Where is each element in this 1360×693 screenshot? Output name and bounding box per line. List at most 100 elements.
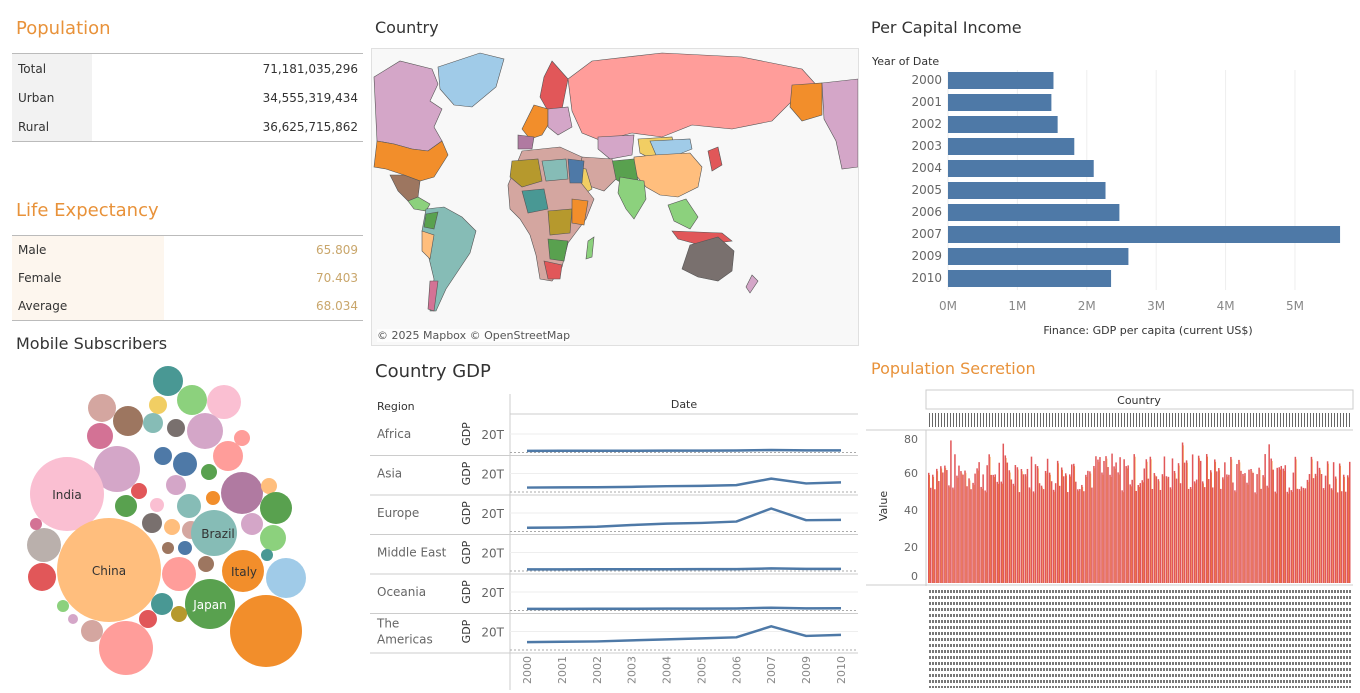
secretion-bar[interactable] [1026, 468, 1029, 583]
bubble[interactable] [164, 519, 180, 535]
bubble[interactable] [30, 518, 42, 530]
secretion-bar[interactable] [1030, 456, 1033, 583]
secretion-bar[interactable] [1054, 491, 1055, 583]
secretion-bar[interactable] [1171, 458, 1174, 583]
bubble[interactable] [149, 396, 167, 414]
country-russia[interactable] [567, 52, 821, 142]
secretion-bar[interactable] [1169, 487, 1172, 583]
country-greenland[interactable] [437, 52, 505, 108]
secretion-bar[interactable] [1056, 460, 1059, 583]
secretion-bar[interactable] [1006, 462, 1009, 583]
country-ethiopia[interactable] [571, 198, 589, 226]
secretion-bar[interactable] [1199, 458, 1200, 583]
secretion-bar[interactable] [948, 485, 950, 583]
secretion-bar[interactable] [1280, 465, 1283, 583]
secretion-bar[interactable] [1121, 490, 1123, 583]
secretion-bar[interactable] [1332, 490, 1333, 583]
secretion-bar[interactable] [1263, 477, 1265, 583]
secretion-bar[interactable] [1197, 455, 1200, 583]
secretion-bar[interactable] [972, 482, 974, 583]
secretion-bar[interactable] [1262, 475, 1264, 583]
secretion-bar[interactable] [1326, 461, 1329, 583]
bubble[interactable] [178, 541, 192, 555]
secretion-bar[interactable] [980, 486, 982, 583]
secretion-bar[interactable] [1143, 482, 1144, 583]
secretion-bar[interactable] [1089, 471, 1091, 583]
secretion-bar[interactable] [1270, 458, 1272, 583]
gdp-series-line[interactable] [526, 448, 842, 453]
secretion-bar[interactable] [1083, 491, 1085, 583]
secretion-bar[interactable] [1127, 465, 1129, 583]
bubble[interactable] [81, 620, 103, 642]
secretion-bar[interactable] [1304, 488, 1307, 583]
secretion-bar[interactable] [1016, 467, 1019, 583]
bubble[interactable] [88, 394, 116, 422]
income-bar[interactable] [948, 248, 1129, 265]
bubble[interactable] [261, 478, 277, 494]
secretion-bar[interactable] [1238, 459, 1240, 583]
secretion-bar[interactable] [1344, 491, 1347, 583]
secretion-bar[interactable] [1228, 474, 1230, 583]
secretion-bar[interactable] [968, 478, 970, 583]
secretion-bar[interactable] [1130, 486, 1132, 583]
secretion-bar[interactable] [986, 465, 988, 583]
bubble-japan[interactable] [185, 579, 235, 629]
secretion-bar[interactable] [1298, 489, 1301, 583]
secretion-bar[interactable] [978, 462, 980, 583]
secretion-bar[interactable] [1203, 483, 1204, 583]
secretion-bar[interactable] [1048, 472, 1051, 583]
secretion-bar[interactable] [1075, 481, 1077, 583]
bubble[interactable] [201, 464, 217, 480]
secretion-bar[interactable] [1141, 480, 1144, 583]
secretion-bar[interactable] [1216, 471, 1218, 583]
country-spain[interactable] [517, 134, 535, 150]
secretion-bar[interactable] [1167, 476, 1170, 583]
secretion-bar[interactable] [1205, 454, 1208, 583]
bubble[interactable] [206, 491, 220, 505]
secretion-bar[interactable] [1286, 491, 1289, 583]
secretion-bar[interactable] [1135, 490, 1137, 583]
secretion-bar[interactable] [966, 486, 968, 583]
secretion-bar[interactable] [1050, 474, 1051, 583]
secretion-bar[interactable] [1138, 487, 1140, 583]
bubble-brazil[interactable] [191, 510, 237, 556]
secretion-bar[interactable] [1155, 475, 1156, 583]
secretion-bar[interactable] [1302, 487, 1305, 583]
secretion-bar[interactable] [1052, 489, 1055, 583]
secretion-bar[interactable] [937, 471, 939, 583]
income-bar[interactable] [948, 204, 1120, 221]
country-india[interactable] [617, 176, 647, 220]
secretion-bar[interactable] [1002, 443, 1005, 583]
secretion-bar[interactable] [1250, 468, 1252, 583]
secretion-bar[interactable] [1254, 492, 1256, 583]
secretion-bar[interactable] [1066, 492, 1069, 583]
secretion-bar[interactable] [1163, 476, 1164, 583]
secretion-bar[interactable] [1324, 475, 1327, 583]
bubble[interactable] [260, 492, 292, 524]
secretion-bar[interactable] [1224, 462, 1226, 583]
secretion-bar[interactable] [1066, 475, 1067, 583]
gdp-series-line[interactable] [526, 625, 842, 644]
secretion-bar[interactable] [1134, 456, 1136, 583]
secretion-bar[interactable] [1111, 453, 1113, 583]
country-alaska[interactable] [821, 78, 858, 170]
secretion-bar[interactable] [998, 462, 1001, 583]
secretion-bar[interactable] [1344, 476, 1345, 583]
bubble[interactable] [28, 563, 56, 591]
secretion-bar[interactable] [1292, 472, 1295, 583]
secretion-bar[interactable] [994, 474, 996, 583]
secretion-bar[interactable] [1199, 460, 1202, 583]
secretion-bar[interactable] [1290, 490, 1293, 583]
secretion-bar[interactable] [1093, 465, 1095, 583]
secretion-bar[interactable] [1151, 488, 1154, 583]
country-japan[interactable] [707, 146, 723, 172]
secretion-bar[interactable] [1175, 478, 1178, 583]
secretion-bar[interactable] [1071, 464, 1073, 583]
bubble[interactable] [139, 610, 157, 628]
secretion-bar[interactable] [1195, 479, 1198, 583]
secretion-bar[interactable] [1318, 467, 1321, 583]
secretion-bar[interactable] [1086, 477, 1088, 583]
gdp-series-line[interactable] [527, 567, 842, 571]
bubble[interactable] [187, 413, 223, 449]
income-bar[interactable] [948, 270, 1112, 287]
